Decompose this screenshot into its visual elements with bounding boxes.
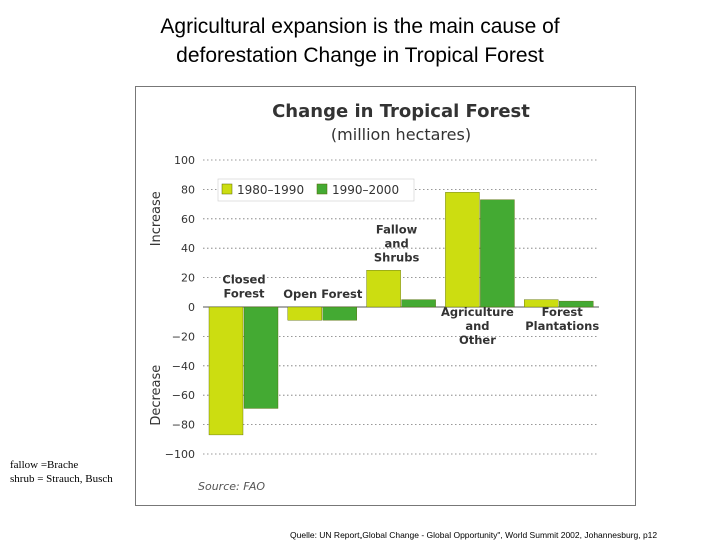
y-tick-label: −80 xyxy=(172,419,195,432)
legend-label: 1990–2000 xyxy=(332,183,399,197)
y-tick-label: 100 xyxy=(174,154,195,167)
bar-series-2 xyxy=(323,307,357,320)
slide-title: Agricultural expansion is the main cause… xyxy=(60,12,660,70)
y-tick-label: −100 xyxy=(165,448,195,461)
chart-title: Change in Tropical Forest xyxy=(272,101,530,122)
y-tick-label: 40 xyxy=(181,242,195,255)
note-fallow: fallow =Brache xyxy=(10,458,113,472)
y-tick-label: 20 xyxy=(181,272,195,285)
bar-series-1 xyxy=(367,270,401,307)
y-tick-label: −40 xyxy=(172,360,195,373)
category-label: Forest xyxy=(223,286,265,300)
bar-series-1 xyxy=(288,307,322,320)
y-tick-label: 80 xyxy=(181,183,195,196)
chart-source: Source: FAO xyxy=(198,480,265,493)
category-label: Open Forest xyxy=(283,287,363,301)
slide-title-line-1: Agricultural expansion is the main cause… xyxy=(60,12,660,41)
slide-title-line-2: deforestation Change in Tropical Forest xyxy=(60,41,660,70)
tropical-forest-chart: Change in Tropical Forest (million hectar… xyxy=(136,87,635,505)
y-axis-label-decrease: Decrease xyxy=(149,365,164,426)
category-label: Closed xyxy=(222,272,265,286)
category-label: Forest xyxy=(542,305,584,319)
y-tick-label: −20 xyxy=(172,330,195,343)
category-label: Plantations xyxy=(525,319,599,333)
bar-series-2 xyxy=(402,300,436,307)
legend-swatch xyxy=(222,184,232,194)
y-tick-label: 60 xyxy=(181,213,195,226)
category-label: Fallow xyxy=(376,223,418,237)
legend-label: 1980–1990 xyxy=(237,183,304,197)
bar-series-2 xyxy=(480,200,514,307)
glossary-note: fallow =Brache shrub = Strauch, Busch xyxy=(10,458,113,486)
note-shrub: shrub = Strauch, Busch xyxy=(10,472,113,486)
chart-subtitle: (million hectares) xyxy=(331,125,471,144)
source-citation: Quelle: UN Report„Global Change - Global… xyxy=(290,530,657,540)
category-label: Shrubs xyxy=(374,251,420,265)
y-tick-label: −60 xyxy=(172,389,195,402)
bar-series-2 xyxy=(244,307,278,408)
category-label: Other xyxy=(459,333,496,347)
bar-series-1 xyxy=(445,192,479,307)
legend-swatch xyxy=(317,184,327,194)
category-label: and xyxy=(385,237,409,251)
category-label: and xyxy=(465,319,489,333)
bar-series-1 xyxy=(209,307,243,435)
chart-frame: Change in Tropical Forest (million hectar… xyxy=(135,86,636,506)
category-label: Agriculture xyxy=(441,305,514,319)
y-tick-label: 0 xyxy=(188,301,195,314)
y-axis-label-increase: Increase xyxy=(149,191,164,246)
